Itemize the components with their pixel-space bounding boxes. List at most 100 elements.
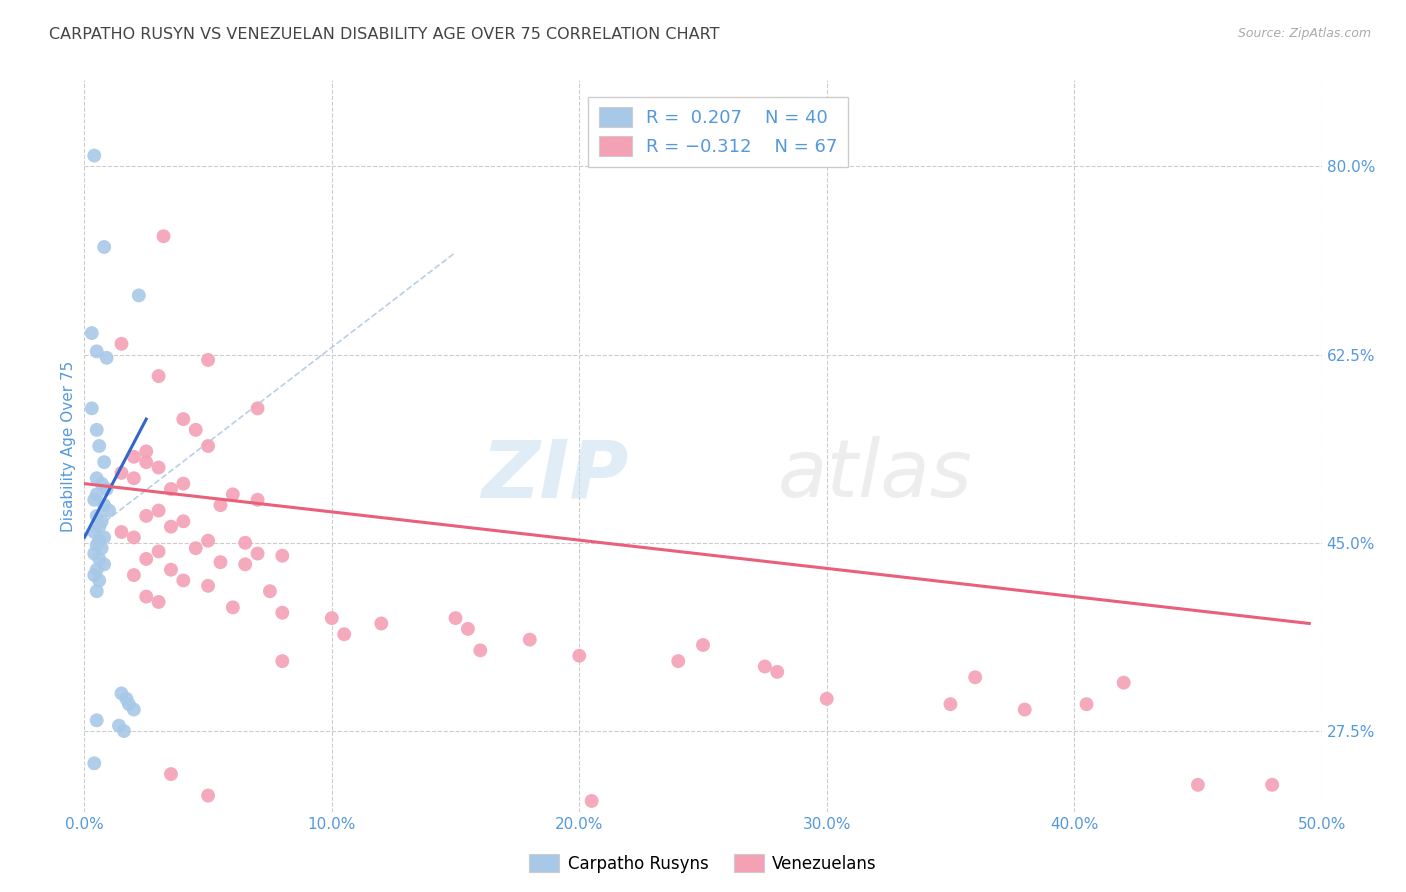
Point [89,533,111,548]
Text: CARPATHO RUSYN VS VENEZUELAN DISABILITY AGE OVER 75 CORRELATION CHART: CARPATHO RUSYN VS VENEZUELAN DISABILITY … [49,27,720,42]
Point [148,369,170,384]
Point [135,444,157,458]
Point [233,558,256,572]
Point [222,600,245,615]
Point [83,524,105,539]
Point [93,240,115,254]
Point [112,724,135,739]
Point [93,455,115,469]
Point [939,697,962,711]
Point [86,714,108,728]
Point [172,514,194,528]
Point [184,541,207,556]
Point [1187,778,1209,792]
Point [246,547,269,561]
Point [197,533,219,548]
Point [766,665,789,679]
Point [209,498,232,512]
Point [96,351,118,365]
Point [90,514,112,528]
Point [197,579,219,593]
Point [148,544,170,558]
Point [172,412,194,426]
Text: atlas: atlas [778,436,972,515]
Point [135,590,157,604]
Legend: Carpatho Rusyns, Venezuelans: Carpatho Rusyns, Venezuelans [523,847,883,880]
Point [259,584,281,599]
Point [160,563,183,577]
Point [86,584,108,599]
Point [246,492,269,507]
Legend: R =  0.207    N = 40, R = −0.312    N = 67: R = 0.207 N = 40, R = −0.312 N = 67 [588,96,848,167]
Point [148,503,170,517]
Point [86,423,108,437]
Point [80,401,103,416]
Point [110,336,132,351]
Point [754,659,776,673]
Point [321,611,343,625]
Point [172,476,194,491]
Point [197,789,219,803]
Point [93,498,115,512]
Point [98,503,121,517]
Point [457,622,479,636]
Point [519,632,541,647]
Point [96,482,118,496]
Point [80,326,103,340]
Point [965,670,987,684]
Point [83,148,105,162]
Point [93,530,115,544]
Point [152,229,174,244]
Point [110,686,132,700]
Point [568,648,591,663]
Point [122,471,145,485]
Point [1112,675,1135,690]
Point [86,538,108,552]
Point [86,508,108,523]
Point [333,627,356,641]
Point [93,558,115,572]
Point [83,756,105,771]
Point [233,536,256,550]
Point [83,568,105,582]
Point [815,691,838,706]
Point [160,482,183,496]
Point [160,519,183,533]
Point [89,574,111,588]
Point [86,471,108,485]
Y-axis label: Disability Age Over 75: Disability Age Over 75 [60,360,76,532]
Point [108,719,131,733]
Point [86,487,108,501]
Point [470,643,492,657]
Point [246,401,269,416]
Point [115,691,138,706]
Point [666,654,689,668]
Point [172,574,194,588]
Point [271,654,294,668]
Point [122,450,145,464]
Point [581,794,603,808]
Point [271,549,294,563]
Point [209,555,232,569]
Point [89,552,111,566]
Point [160,767,183,781]
Point [1261,778,1284,792]
Point [1076,697,1098,711]
Point [122,702,145,716]
Point [118,697,141,711]
Text: Source: ZipAtlas.com: Source: ZipAtlas.com [1237,27,1371,40]
Point [271,606,294,620]
Point [110,524,132,539]
Point [110,466,132,480]
Point [148,460,170,475]
Point [89,519,111,533]
Point [90,541,112,556]
Point [444,611,467,625]
Point [83,492,105,507]
Point [122,530,145,544]
Point [90,476,112,491]
Text: ZIP: ZIP [481,436,628,515]
Point [86,563,108,577]
Point [370,616,392,631]
Point [135,552,157,566]
